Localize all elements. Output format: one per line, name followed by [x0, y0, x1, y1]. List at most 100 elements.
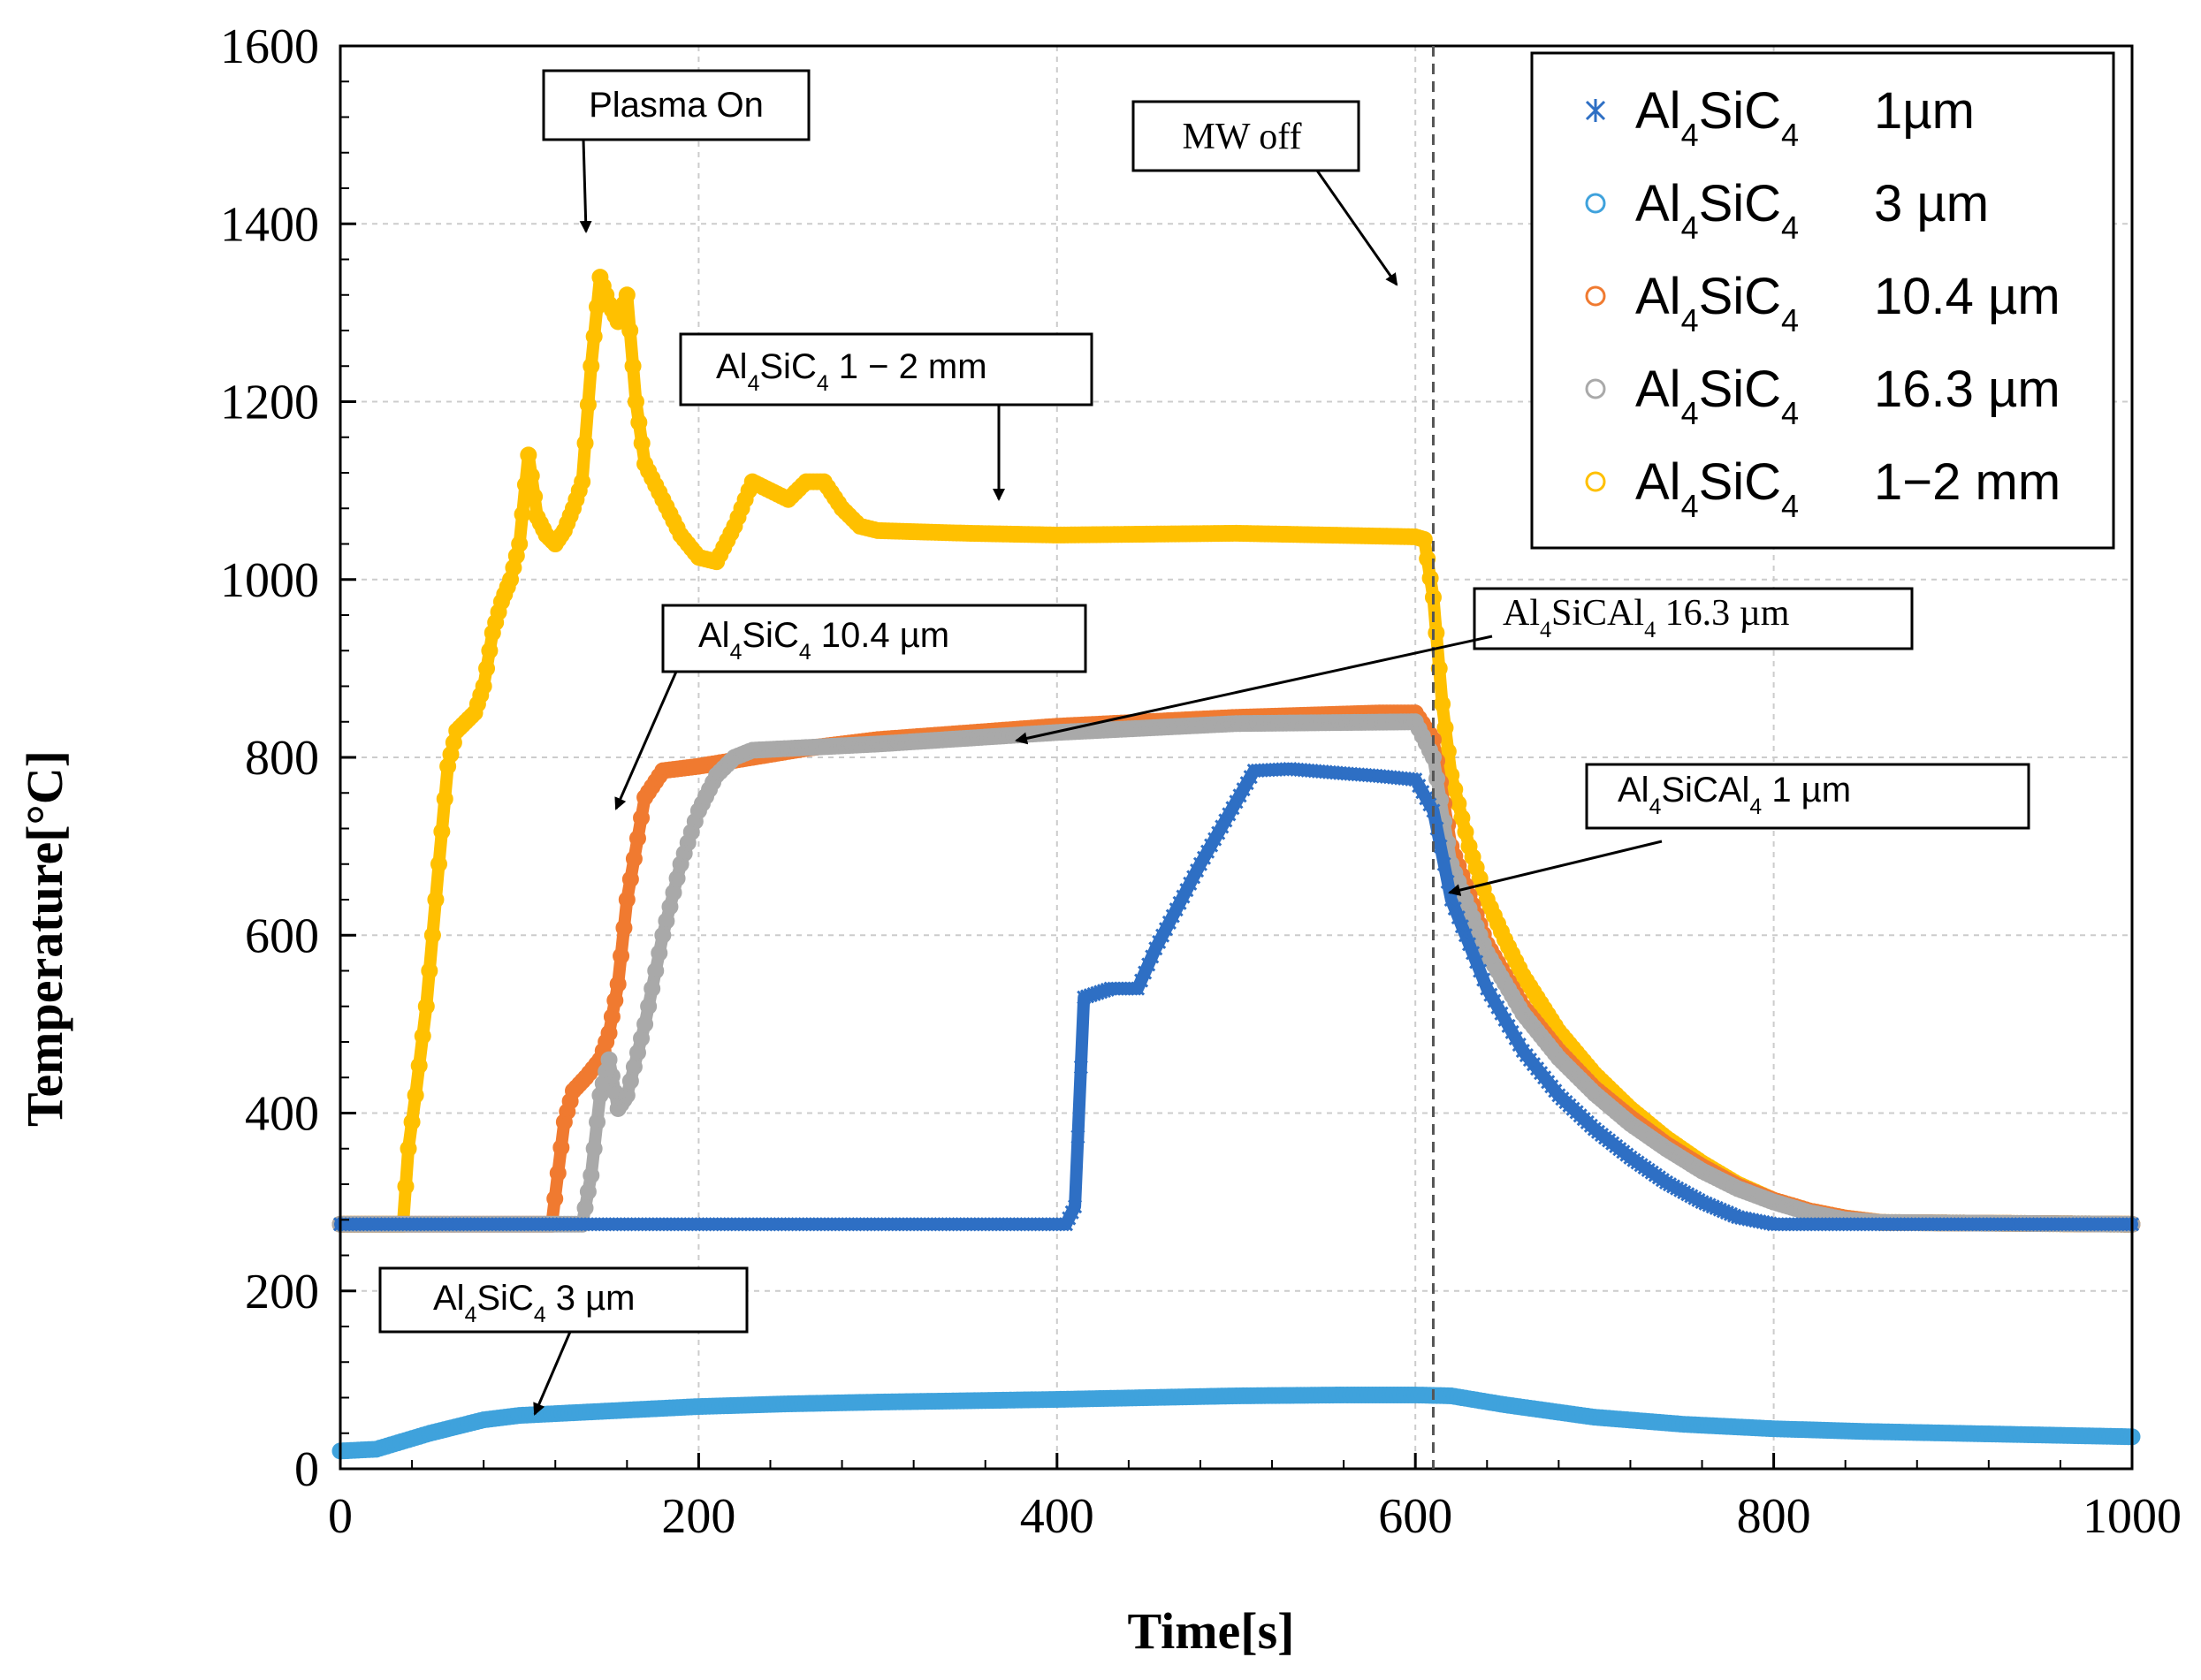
y-tick-label: 1000 — [220, 553, 319, 608]
legend-marker — [1585, 471, 1606, 492]
data-point — [630, 414, 648, 431]
data-point — [561, 507, 579, 525]
legend-marker — [1585, 378, 1606, 399]
data-point — [585, 328, 603, 346]
data-point — [1457, 891, 1474, 908]
data-point — [644, 980, 661, 998]
data-point — [1709, 1200, 1724, 1216]
data-point — [570, 482, 588, 499]
data-point — [1474, 935, 1492, 953]
series-layer — [331, 269, 2141, 1460]
annotation-box — [1131, 100, 1360, 172]
data-point — [417, 998, 435, 1015]
data-point — [1415, 530, 1433, 548]
data-point — [481, 642, 499, 659]
legend-label: Al4SiC4 — [1635, 175, 1799, 246]
annotation-plasma-on: Plasma On — [542, 69, 811, 233]
legend-size: 3 µm — [1874, 175, 1989, 232]
data-point — [1719, 1205, 1734, 1220]
data-point — [591, 1086, 609, 1104]
data-point — [1141, 957, 1156, 972]
data-point — [636, 1015, 654, 1033]
data-point — [1458, 928, 1474, 943]
legend-item: Al4SiC4 16.3 µm — [1585, 361, 2060, 431]
y-tick-label: 200 — [245, 1265, 319, 1319]
data-point — [1476, 972, 1491, 987]
data-point — [624, 357, 642, 375]
legend-size: 1µm — [1874, 82, 1975, 140]
legend-size: 16.3 µm — [1874, 361, 2060, 418]
annotation-label: Al4SiC4 10.4 µm — [698, 616, 949, 665]
data-point — [1138, 965, 1153, 980]
data-point — [682, 824, 700, 841]
data-point — [403, 1114, 421, 1131]
axis-ticks: 0 200 400 600 800 1000 1200 1400 1600 0 200 400 600 8… — [220, 19, 2182, 1544]
data-point — [475, 678, 492, 695]
data-point — [594, 277, 612, 295]
data-point — [1481, 899, 1499, 916]
annotation-label: Al4SiCAl4 1 µm — [1618, 771, 1851, 819]
annotation-arrow — [579, 139, 592, 233]
annotation-ann-1um: Al4SiCAl4 1 µm — [1448, 763, 2030, 896]
legend-item: Al4SiC4 3 µm — [1585, 175, 1989, 246]
data-point — [1695, 1195, 1710, 1210]
data-point — [603, 1068, 621, 1085]
legend-marker — [1585, 193, 1606, 214]
data-point — [583, 357, 600, 375]
data-point — [618, 286, 636, 304]
data-point — [1489, 915, 1506, 932]
data-point — [1467, 917, 1485, 935]
data-point — [1485, 907, 1503, 924]
annotation-box — [1585, 763, 2030, 830]
data-point — [559, 514, 576, 532]
data-point — [565, 499, 583, 517]
data-point — [445, 734, 462, 751]
data-point — [439, 757, 457, 775]
legend-item: Al4SiC4 1µm — [1585, 82, 1975, 153]
data-point — [511, 536, 529, 552]
data-point — [492, 593, 510, 611]
data-point — [726, 517, 743, 535]
x-tick-label: 0 — [328, 1489, 353, 1544]
data-point — [1068, 1199, 1083, 1214]
annotation-label: MW off — [1183, 117, 1302, 157]
data-point — [576, 434, 594, 452]
data-point — [627, 393, 644, 410]
x-tick-label: 400 — [1020, 1489, 1094, 1544]
data-point — [1473, 963, 1488, 978]
data-point — [1433, 839, 1448, 854]
data-point — [414, 1027, 431, 1045]
legend: Al4SiC4 1µm Al4SiC4 3 µm Al4SiC4 10.4 µm Al4Si… — [1530, 51, 2115, 550]
data-point — [1460, 838, 1478, 855]
y-tick-label: 1400 — [220, 197, 319, 252]
data-point — [613, 304, 630, 322]
legend-size: 1−2 mm — [1874, 453, 2060, 511]
annotation-ann-3um: Al4SiC4 3 µm — [378, 1266, 749, 1416]
data-point — [400, 1140, 417, 1158]
data-point — [1070, 1129, 1085, 1144]
data-point — [633, 434, 651, 452]
data-point — [1464, 848, 1481, 866]
data-point — [520, 446, 537, 464]
data-point — [640, 998, 658, 1015]
data-point — [589, 298, 606, 315]
data-point — [555, 1114, 573, 1131]
data-point — [433, 823, 451, 840]
y-tick-label: 600 — [245, 908, 319, 963]
legend-size: 10.4 µm — [1874, 268, 2060, 325]
data-point — [410, 1057, 428, 1075]
data-point — [397, 1178, 415, 1196]
data-point — [1145, 949, 1160, 964]
data-point — [615, 295, 633, 313]
data-point — [1436, 718, 1454, 736]
data-point — [733, 499, 750, 517]
legend-label: Al4SiC4 — [1635, 268, 1799, 338]
data-point — [487, 613, 505, 631]
data-point — [574, 473, 591, 490]
data-point — [628, 830, 646, 848]
data-point — [514, 506, 531, 523]
y-tick-label: 800 — [245, 731, 319, 786]
data-point — [600, 1024, 618, 1042]
data-point — [1705, 1199, 1720, 1214]
